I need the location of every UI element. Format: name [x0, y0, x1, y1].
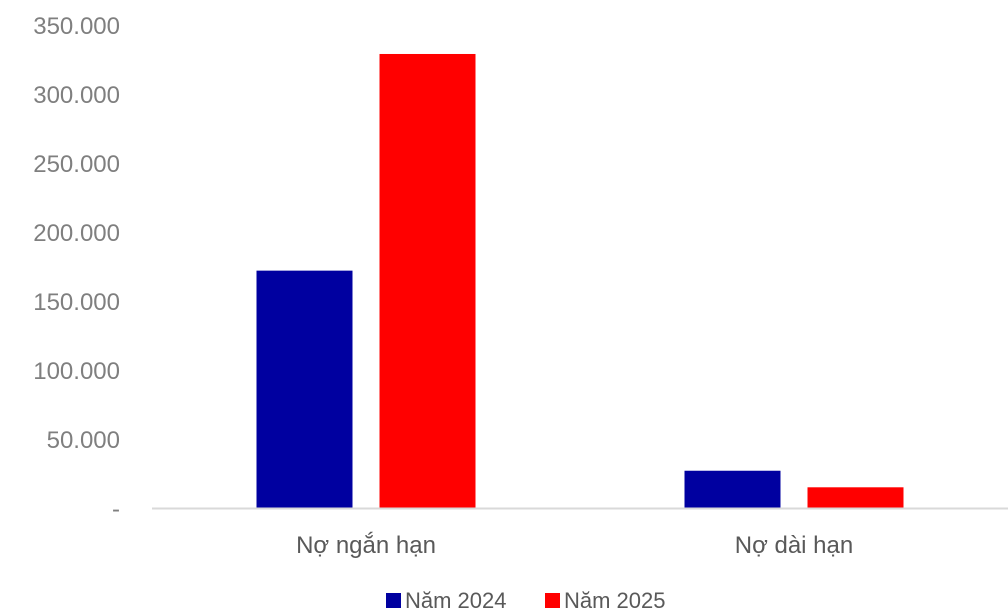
y-tick-label: 300.000: [33, 82, 120, 109]
y-tick-label: 50.000: [47, 427, 120, 454]
y-tick-label: 250.000: [33, 151, 120, 178]
bar-2-1: [379, 53, 476, 508]
y-tick-label: 100.000: [33, 358, 120, 385]
y-tick-label: 350.000: [33, 13, 120, 40]
legend: Năm 2024 Năm 2025: [386, 588, 666, 613]
legend-swatch: [386, 593, 401, 608]
bar-2-2: [807, 487, 904, 508]
y-tick-label: 150.000: [33, 289, 120, 316]
legend-swatch: [545, 593, 560, 608]
y-tick-label: 200.000: [33, 220, 120, 247]
legend-label: Năm 2025: [564, 588, 666, 613]
category-labels: Nợ ngắn hạn Nợ dài hạn: [296, 532, 853, 559]
legend-label: Năm 2024: [405, 588, 507, 613]
bar-1-2: [684, 470, 781, 508]
x-category-label: Nợ ngắn hạn: [296, 532, 436, 559]
bars: [256, 53, 904, 508]
y-axis-ticks: - 50.000 100.000 150.000 200.000 250.000 300.0…: [33, 13, 120, 523]
x-category-label: Nợ dài hạn: [735, 532, 853, 559]
y-tick-label: -: [112, 496, 120, 523]
bar-1-1: [256, 270, 353, 508]
